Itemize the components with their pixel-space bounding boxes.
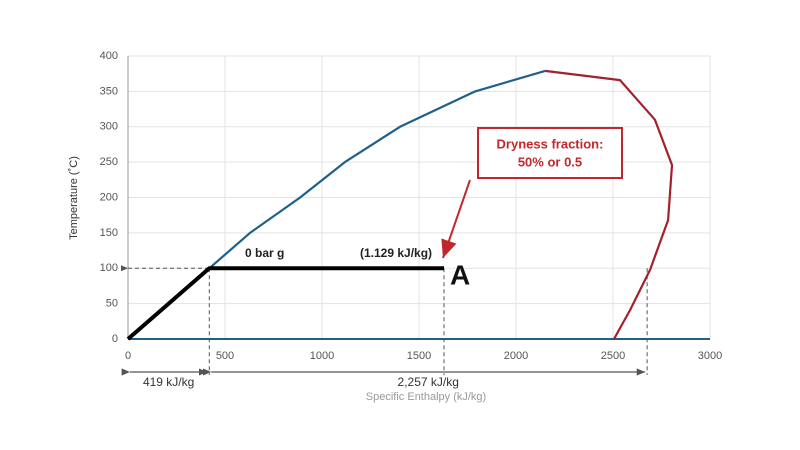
dimension-label: 419 kJ/kg (143, 375, 194, 389)
annotation: (1.129 kJ/kg) (360, 246, 432, 260)
y-tick-label: 150 (100, 227, 118, 239)
y-tick-label: 200 (100, 191, 118, 203)
x-axis-label: Specific Enthalpy (kJ/kg) (366, 391, 486, 403)
x-tick-label: 1000 (310, 350, 334, 362)
callout-text: 50% or 0.5 (518, 154, 582, 169)
x-tick-label: 2000 (504, 350, 528, 362)
y-tick-label: 300 (100, 121, 118, 133)
plot: 419 kJ/kg 2,257 kJ/kg (121, 69, 674, 389)
y-axis-label: Temperature (˚C) (68, 156, 80, 240)
y-tick-label: 50 (106, 298, 118, 310)
y-tick-label: 250 (100, 156, 118, 168)
y-tick-label: 100 (100, 262, 118, 274)
x-tick-label: 1500 (407, 350, 431, 362)
y-tick-label: 0 (112, 333, 118, 345)
x-tick-label: 0 (125, 350, 131, 362)
series-line (544, 69, 674, 340)
callout-arrow (441, 179, 471, 259)
point-label: A (450, 259, 470, 290)
series-line (126, 266, 444, 341)
x-tick-label: 2500 (601, 350, 625, 362)
dimension-label: 2,257 kJ/kg (398, 375, 459, 389)
grid: 0 50 100 150 200 250 300 350 400 0 500 1000 1500 2000… (100, 50, 723, 362)
callout-text: Dryness fraction: (497, 136, 604, 151)
y-tick-label: 350 (100, 85, 118, 97)
y-tick-label: 400 (100, 50, 118, 62)
callout-box (477, 127, 623, 179)
x-tick-label: 500 (216, 350, 234, 362)
x-tick-label: 3000 (698, 350, 722, 362)
annotation: 0 bar g (245, 246, 284, 260)
series-line (208, 69, 546, 270)
